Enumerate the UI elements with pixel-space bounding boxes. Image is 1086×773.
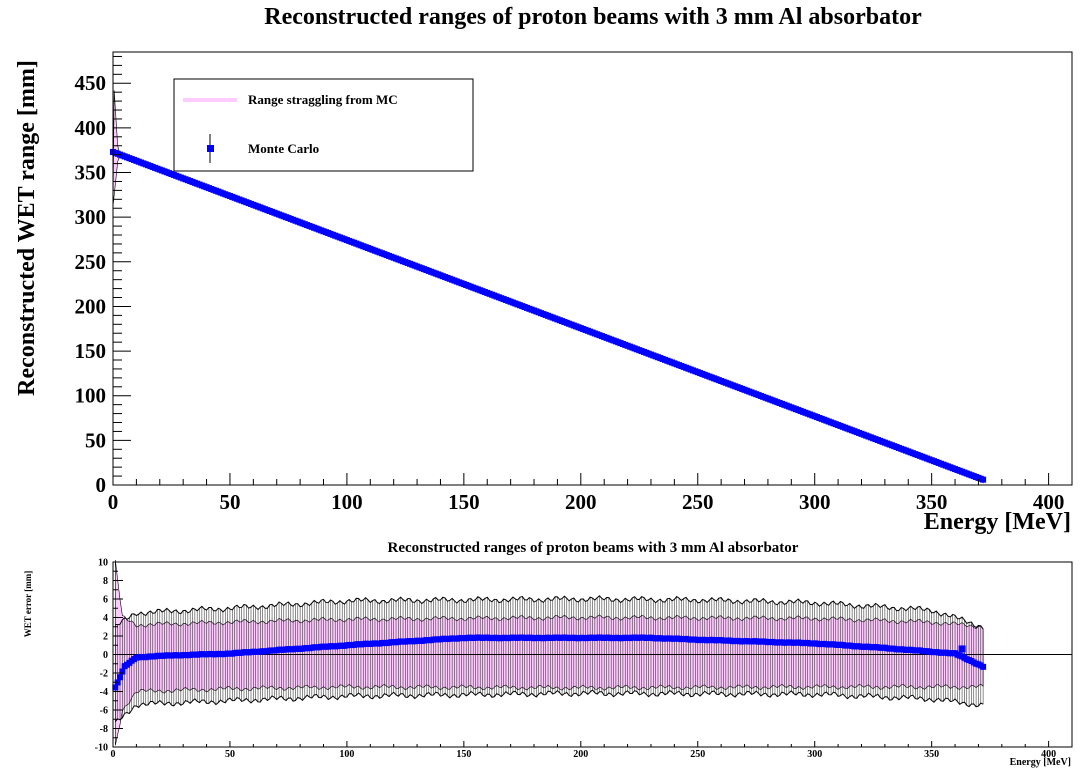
error-y-tick-label: -6 xyxy=(100,706,108,717)
error-chart: Reconstructed ranges of proton beams wit… xyxy=(23,540,1073,768)
main-y-tick-label: 450 xyxy=(75,71,107,95)
error-x-axis-label: Energy [MeV] xyxy=(1010,757,1071,768)
error-x-axis: 0 50 100 150 200 250 300 350 400 xyxy=(111,741,1073,760)
error-x-tick-label: 350 xyxy=(924,749,939,760)
main-plot-frame xyxy=(112,51,1073,486)
error-y-tick-label: 0 xyxy=(103,650,108,661)
main-chart-title: Reconstructed ranges of proton beams wit… xyxy=(264,4,922,30)
error-x-tick-label: 200 xyxy=(573,749,588,760)
main-x-tick-label: 50 xyxy=(219,490,240,514)
main-chart: Reconstructed ranges of proton beams wit… xyxy=(14,4,1073,535)
main-y-tick-label: 350 xyxy=(75,161,107,185)
error-chart-title: Reconstructed ranges of proton beams wit… xyxy=(388,540,799,556)
error-y-tick-label: 6 xyxy=(103,595,108,606)
error-x-tick-label: 300 xyxy=(807,749,822,760)
main-y-axis: 0 50 100 150 200 250 300 350 400 450 xyxy=(75,55,131,497)
main-y-axis-label: Reconstructed WET range [mm] xyxy=(14,60,40,396)
error-x-tick-label: 100 xyxy=(339,749,354,760)
error-mc-outlier xyxy=(958,645,966,653)
main-x-axis: 0 50 100 150 200 250 300 350 400 xyxy=(108,473,1073,514)
main-x-tick-label: 350 xyxy=(916,490,948,514)
legend-box xyxy=(173,78,474,172)
error-x-tick-label: 250 xyxy=(690,749,705,760)
main-mc-point xyxy=(980,476,987,483)
error-y-tick-label: -2 xyxy=(100,669,108,680)
legend-mc-label: Monte Carlo xyxy=(248,141,319,156)
main-x-tick-label: 400 xyxy=(1033,490,1065,514)
main-y-tick-label: 200 xyxy=(75,294,107,318)
error-mc-point xyxy=(117,674,124,681)
main-y-tick-label: 50 xyxy=(85,428,106,452)
main-x-axis-label: Energy [MeV] xyxy=(924,509,1071,535)
main-mc-series xyxy=(110,148,987,484)
error-mc-point xyxy=(112,684,119,691)
main-y-tick-label: 100 xyxy=(75,384,107,408)
error-x-tick-label: 150 xyxy=(456,749,471,760)
main-x-tick-label: 150 xyxy=(448,490,480,514)
main-x-tick-label: 250 xyxy=(682,490,714,514)
error-y-tick-label: 8 xyxy=(103,576,108,587)
main-x-tick-label: 0 xyxy=(108,490,119,514)
main-x-tick-label: 300 xyxy=(799,490,831,514)
main-x-tick-label: 200 xyxy=(565,490,597,514)
error-mc-point xyxy=(980,663,987,670)
error-x-tick-label: 50 xyxy=(225,749,235,760)
error-y-tick-label: -8 xyxy=(100,724,108,735)
main-y-tick-label: 400 xyxy=(75,116,107,140)
main-x-tick-label: 100 xyxy=(331,490,363,514)
legend-straggling-label: Range straggling from MC xyxy=(248,92,398,107)
error-y-tick-label: 4 xyxy=(103,613,108,624)
error-y-tick-label: 2 xyxy=(103,632,108,643)
error-y-tick-label: -10 xyxy=(95,743,108,754)
main-y-tick-label: 0 xyxy=(96,473,107,497)
error-lower-edge xyxy=(114,689,984,722)
error-bars xyxy=(114,595,984,722)
error-upper-edge xyxy=(115,595,984,630)
error-mc-point xyxy=(119,668,126,675)
error-mc-series xyxy=(112,634,987,691)
error-x-tick-label: 0 xyxy=(111,749,116,760)
error-y-tick-label: 10 xyxy=(98,558,108,569)
error-x-tick-label: 400 xyxy=(1041,749,1056,760)
main-y-tick-label: 300 xyxy=(75,205,107,229)
error-y-axis: -10 -8 -6 -4 -2 0 2 4 6 8 10 xyxy=(95,558,123,754)
error-y-axis-label: WET error [mm] xyxy=(23,571,33,638)
legend-mc-marker xyxy=(207,145,214,152)
main-straggling-spike xyxy=(112,90,121,207)
legend: Range straggling from MC Monte Carlo xyxy=(173,78,474,172)
main-y-tick-label: 150 xyxy=(75,339,107,363)
main-y-tick-label: 250 xyxy=(75,250,107,274)
error-y-tick-label: -4 xyxy=(100,687,108,698)
